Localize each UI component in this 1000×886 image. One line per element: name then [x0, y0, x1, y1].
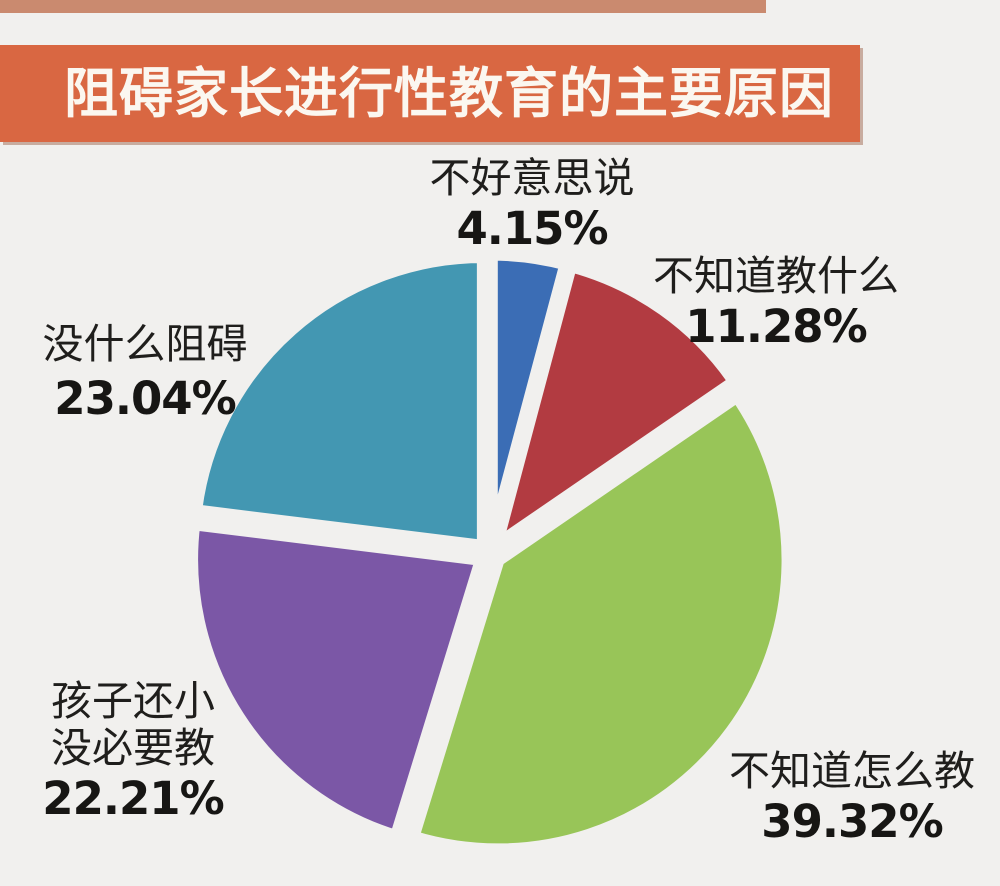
slice-label-text: 不知道教什么 [653, 252, 899, 300]
pie-slice [484, 257, 744, 562]
pie-slice [188, 250, 490, 554]
slice-label-percent: 22.21% [42, 772, 224, 825]
pie-slice [404, 386, 795, 857]
slice-label-percent: 39.32% [761, 795, 943, 848]
slice-label-child-too-young: 孩子还小 没必要教 22.21% [42, 677, 224, 825]
slice-label-no-obstacle: 没什么阻碍 23.04% [43, 321, 248, 424]
slice-label-text: 孩子还小 [51, 677, 215, 725]
top-strip [0, 0, 766, 13]
slice-label-text: 不好意思说 [429, 154, 635, 202]
chart-title-banner: 阻碍家长进行性教育的主要原因 [0, 45, 860, 142]
slice-label-text: 没必要教 [51, 724, 215, 772]
slice-label-shy: 不好意思说 4.15% [430, 155, 635, 254]
slice-label-percent: 11.28% [685, 300, 867, 353]
slice-label-text: 不知道怎么教 [729, 747, 975, 795]
slice-label-what-to-teach: 不知道教什么 11.28% [653, 253, 899, 352]
slice-label-percent: 23.04% [54, 372, 236, 425]
slice-label-percent: 4.15% [456, 202, 608, 255]
slice-label-how-to-teach: 不知道怎么教 39.32% [729, 748, 975, 847]
slice-label-text: 没什么阻碍 [42, 320, 248, 368]
pie-slice [185, 516, 491, 845]
